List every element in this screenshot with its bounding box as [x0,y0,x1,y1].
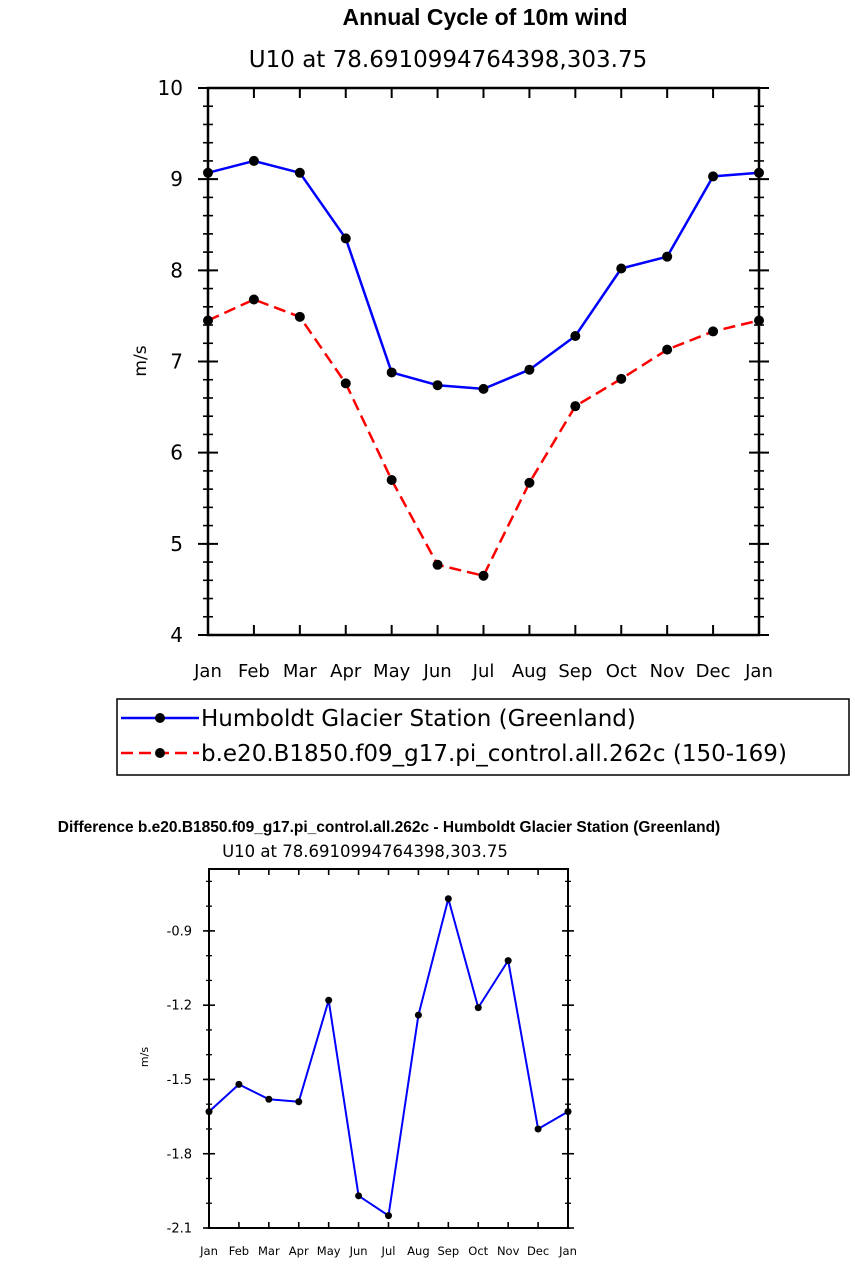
bottom-y-tick-label: -1.8 [167,1147,192,1162]
top-chart-series [203,155,764,581]
top-series-1-point [478,383,489,394]
top-chart-subtitle: U10 at 78.6910994764398,303.75 [249,47,647,73]
bottom-chart-series [205,895,572,1220]
bottom-series-1-point [325,996,333,1004]
bottom-series-1-point [355,1192,363,1200]
bottom-x-tick-label: Oct [468,1244,488,1258]
bottom-series-1-point [235,1080,243,1088]
top-chart-axes: Jan Feb Mar Apr May Jun Jul Aug Sep Oct Nov Dec Jan 4… [158,76,773,682]
top-series-1-point [248,155,259,166]
top-y-tick-label: 7 [170,350,183,374]
top-y-tick-label: 9 [170,167,183,191]
legend-marker-model [155,748,165,758]
top-x-tick-label: Dec [696,661,731,682]
legend-box [116,698,850,776]
bottom-series-line-1 [208,897,569,1217]
top-series-1-point [432,380,443,391]
bottom-series-1-point [564,1108,572,1116]
legend-label-model: b.e20.B1850.f09_g17.pi_control.all.262c … [201,741,787,767]
bottom-x-tick-label: Jun [349,1244,368,1258]
top-series-2-point [570,401,581,412]
top-x-tick-label: Nov [650,661,685,682]
top-series-2-point [294,311,305,322]
top-series-line-2 [207,298,760,577]
bottom-chart-axes: Jan Feb Mar Apr May Jun Jul Aug Sep Oct Nov Dec Jan-… [167,868,577,1258]
top-series-2-point [754,315,764,326]
legend: Humboldt Glacier Station (Greenland) b.e… [116,698,850,776]
top-series-1-point [708,171,719,182]
top-chart-title: Annual Cycle of 10m wind [343,4,628,30]
bottom-x-tick-label: Apr [289,1244,309,1258]
top-series-1-point [754,167,764,178]
top-series-2-point [386,475,397,486]
top-series-1-point [386,367,397,378]
bottom-y-tick-label: -2.1 [167,1222,192,1237]
bottom-series-1-point [205,1108,213,1116]
bottom-chart-y-axis-label: m/s [138,1047,151,1067]
top-series-2-point [340,378,351,389]
bottom-series-1-point [534,1125,542,1133]
bottom-x-tick-label: Feb [229,1244,249,1258]
top-x-tick-label: Mar [283,661,318,682]
top-series-2-point [478,570,489,581]
bottom-series-1-point [474,1004,482,1012]
bottom-series-1-point [414,1011,422,1019]
bottom-y-tick-label: -1.5 [167,1073,192,1088]
top-series-2-point [616,373,627,384]
top-series-1-point [570,330,581,341]
top-chart-y-axis-label: m/s [131,345,151,376]
top-series-1-point [294,167,305,178]
top-y-tick-label: 10 [158,76,183,100]
top-y-tick-label: 4 [170,623,183,647]
top-series-1-point [662,251,673,262]
top-x-tick-label: Jan [193,661,222,682]
legend-marker-observed [155,713,165,723]
top-series-2-point [432,559,443,570]
top-series-line-1 [207,159,760,391]
top-series-2-point [248,294,259,305]
bottom-y-tick-label: -1.2 [167,999,192,1014]
bottom-x-tick-label: Aug [407,1244,429,1258]
top-x-tick-label: Feb [238,661,270,682]
top-series-2-point [524,477,535,488]
bottom-plot-frame [208,868,569,1229]
bottom-x-tick-label: Mar [258,1244,280,1258]
top-series-1-point [203,167,213,178]
top-x-tick-label: May [373,661,411,682]
legend-label-observed: Humboldt Glacier Station (Greenland) [201,706,636,732]
bottom-series-1-point [444,895,452,903]
bottom-chart-subtitle: U10 at 78.6910994764398,303.75 [222,842,508,861]
top-series-2-point [708,326,719,337]
bottom-x-tick-label: Dec [527,1244,549,1258]
top-series-2-point [203,315,213,326]
bottom-series-1-point [504,957,512,965]
bottom-x-tick-label: Jan [558,1244,577,1258]
top-x-tick-label: Aug [512,661,547,682]
bottom-y-tick-label: -0.9 [167,924,192,939]
top-y-tick-label: 8 [170,258,183,282]
top-x-tick-label: Jun [423,661,452,682]
bottom-series-1-point [295,1098,303,1106]
bottom-x-tick-label: Sep [437,1244,459,1258]
bottom-x-tick-label: Nov [497,1244,520,1258]
bottom-chart-title: Difference b.e20.B1850.f09_g17.pi_contro… [58,819,720,836]
top-series-1-point [340,233,351,244]
top-x-tick-label: Jul [472,661,495,682]
top-x-tick-label: Jan [744,661,773,682]
top-y-tick-label: 5 [170,532,183,556]
bottom-x-tick-label: Jan [199,1244,218,1258]
top-x-tick-label: Apr [330,661,362,682]
bottom-series-1-point [385,1212,392,1220]
top-y-tick-label: 6 [170,441,183,465]
bottom-x-tick-label: May [317,1244,341,1258]
bottom-series-1-point [265,1095,273,1103]
top-series-1-point [616,263,627,274]
bottom-x-tick-label: Jul [381,1244,396,1258]
top-x-tick-label: Sep [558,661,592,682]
top-x-tick-label: Oct [606,661,637,682]
top-series-1-point [524,364,535,375]
top-series-2-point [662,344,673,355]
